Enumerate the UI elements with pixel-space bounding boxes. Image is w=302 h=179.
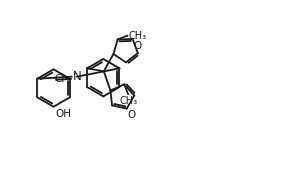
Text: O: O: [134, 41, 142, 51]
Text: O: O: [128, 110, 136, 120]
Text: CH₃: CH₃: [128, 31, 146, 41]
Text: N: N: [73, 70, 82, 83]
Text: OH: OH: [56, 109, 72, 119]
Text: Cl: Cl: [54, 74, 65, 84]
Text: CH₃: CH₃: [119, 96, 137, 106]
